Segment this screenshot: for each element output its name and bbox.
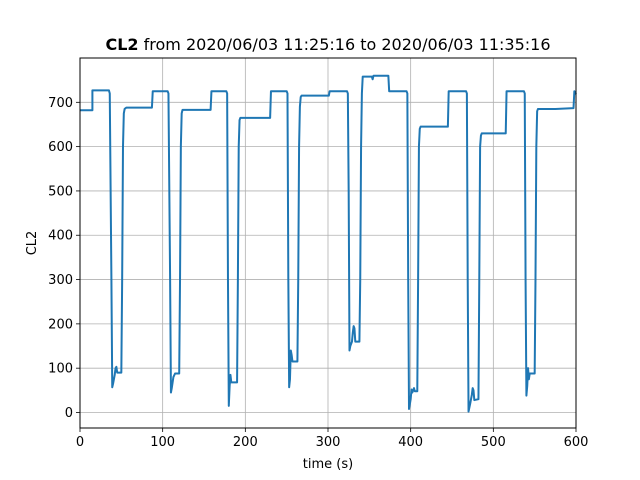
- x-tick-label: 600: [564, 435, 589, 450]
- x-tick-label: 200: [233, 435, 258, 450]
- y-tick-label: 200: [48, 317, 73, 332]
- series-line: [80, 74, 577, 413]
- x-tick-label: 0: [76, 435, 84, 450]
- x-axis-label: time (s): [303, 457, 353, 472]
- plot-area: [80, 74, 577, 413]
- y-axis-label: CL2: [25, 231, 40, 256]
- y-tick-label: 600: [48, 140, 73, 155]
- chart-title-bold: CL2: [105, 35, 138, 54]
- y-tick-label: 300: [48, 273, 73, 288]
- ticks: 0 100 200 300 400 500 600 0 100 200 300 400 500 600 70…: [48, 96, 588, 450]
- x-tick-label: 300: [316, 435, 341, 450]
- x-tick-label: 400: [398, 435, 423, 450]
- chart-title-rest: from 2020/06/03 11:25:16 to 2020/06/03 1…: [139, 35, 551, 54]
- y-tick-label: 400: [48, 229, 73, 244]
- x-tick-label: 100: [150, 435, 175, 450]
- y-tick-label: 0: [65, 406, 73, 421]
- grid-lines: [79, 58, 577, 428]
- x-tick-label: 500: [481, 435, 506, 450]
- y-tick-label: 500: [48, 184, 73, 199]
- y-tick-label: 100: [48, 362, 73, 377]
- y-tick-label: 700: [48, 96, 73, 111]
- chart-title: CL2 from 2020/06/03 11:25:16 to 2020/06/…: [105, 35, 550, 54]
